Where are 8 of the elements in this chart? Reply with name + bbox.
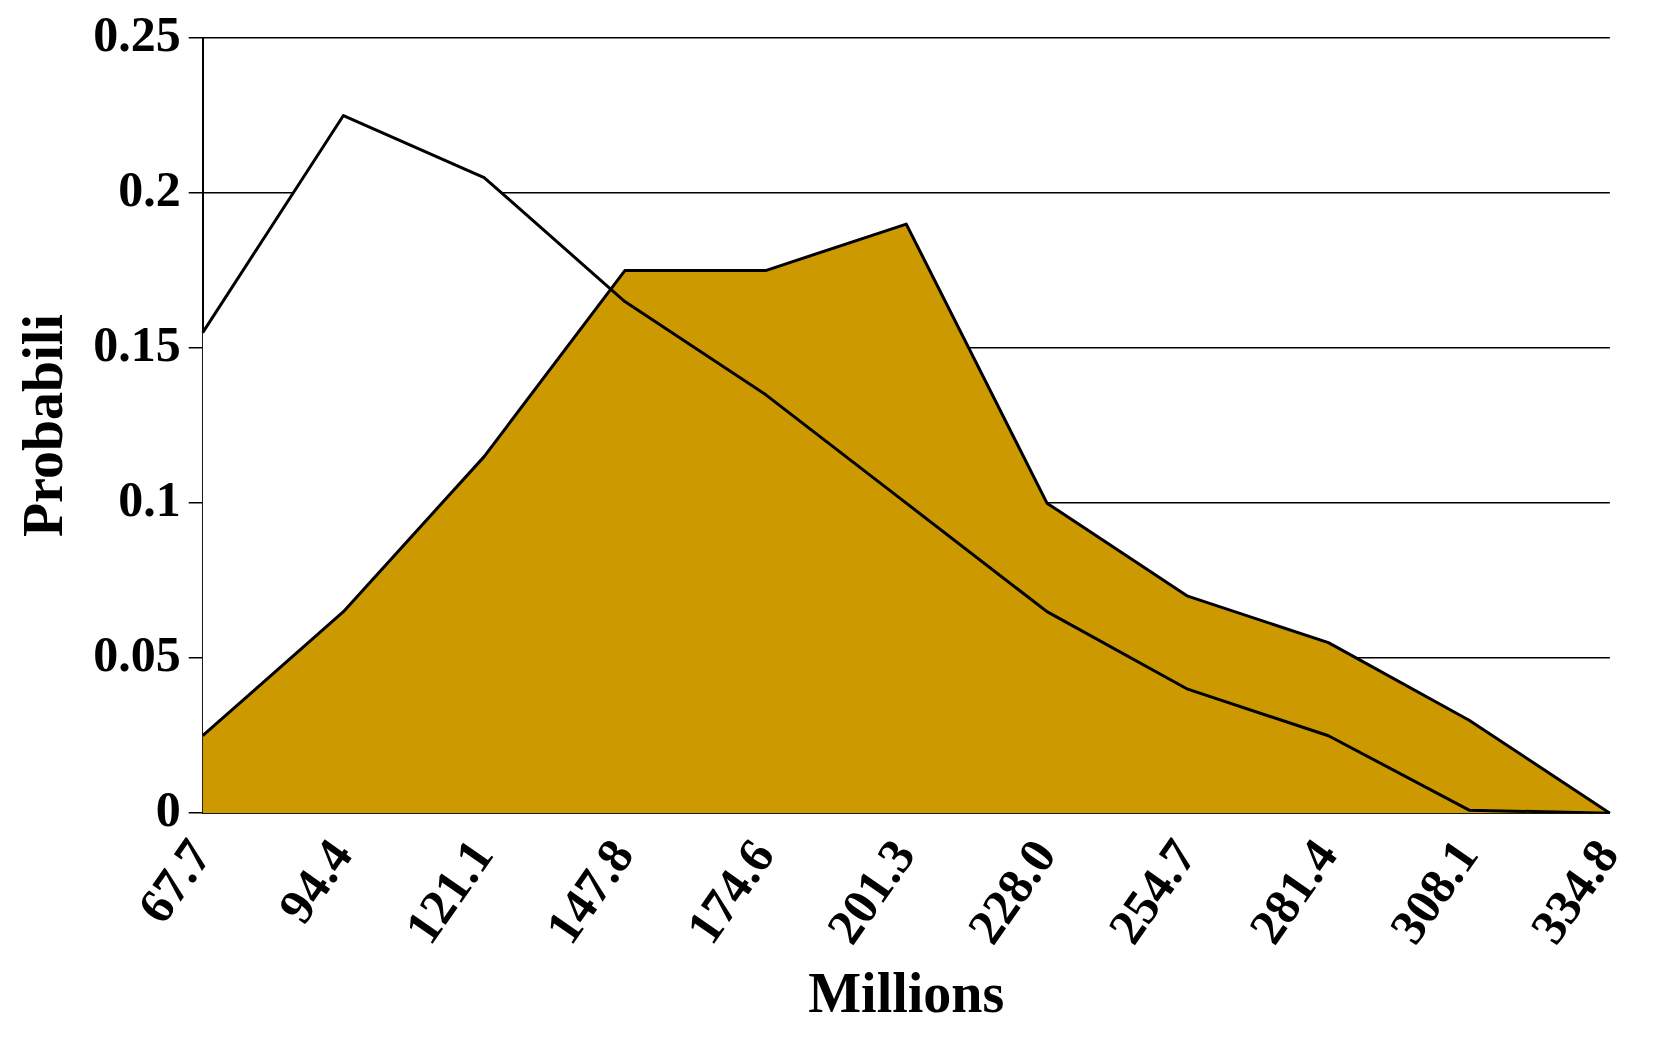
- y-tick-label: 0.15: [93, 316, 181, 373]
- y-axis-title: Probabili: [12, 314, 75, 538]
- y-tick-label: 0.1: [118, 471, 181, 528]
- x-tick-label: 94.4: [266, 829, 364, 933]
- y-tick-label: 0.25: [93, 5, 181, 62]
- y-tick-label: 0.05: [93, 626, 181, 683]
- y-tick-label: 0.2: [118, 160, 181, 217]
- x-axis-title: Millions: [808, 961, 1005, 1024]
